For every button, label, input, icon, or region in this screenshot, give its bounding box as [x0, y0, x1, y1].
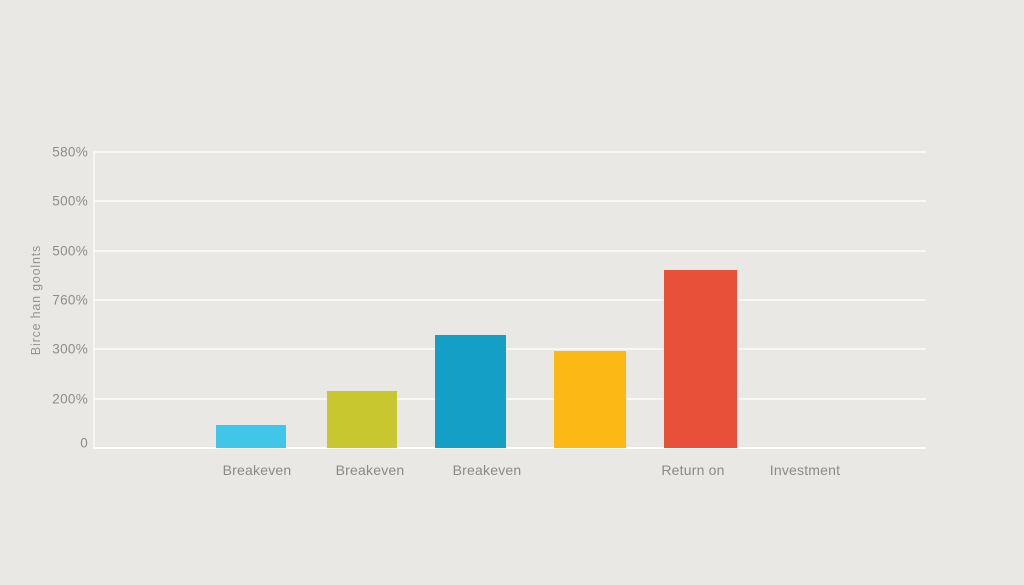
y-axis-title: Birce han goolnts: [29, 244, 43, 356]
y-tick-label: 500%: [52, 243, 88, 259]
gridline: [93, 249, 926, 252]
gridline: [93, 397, 926, 400]
y-tick-label: 760%: [52, 292, 88, 308]
y-tick-label: 580%: [52, 144, 88, 160]
bar-3: [434, 335, 506, 448]
y-tick-label: 0: [80, 435, 88, 451]
y-tick-label: 200%: [52, 391, 88, 407]
x-axis-label: Breakeven: [222, 462, 292, 478]
bar-5: [663, 270, 737, 448]
x-axis-label: Breakeven: [335, 462, 405, 478]
gridline: [93, 200, 926, 203]
y-tick-label: 300%: [52, 341, 88, 357]
y-tick-label: 500%: [52, 193, 88, 209]
x-axis-line: [93, 447, 926, 449]
bar-1: [216, 425, 286, 448]
x-axis-label: Return on: [661, 462, 725, 478]
bar-2: [327, 391, 397, 448]
gridline: [93, 299, 926, 301]
x-axis-label: Investment: [769, 462, 841, 478]
gridline: [93, 151, 926, 153]
bar-4: [554, 351, 626, 448]
x-axis-label: Breakeven: [452, 462, 522, 478]
gridline: [93, 348, 926, 351]
